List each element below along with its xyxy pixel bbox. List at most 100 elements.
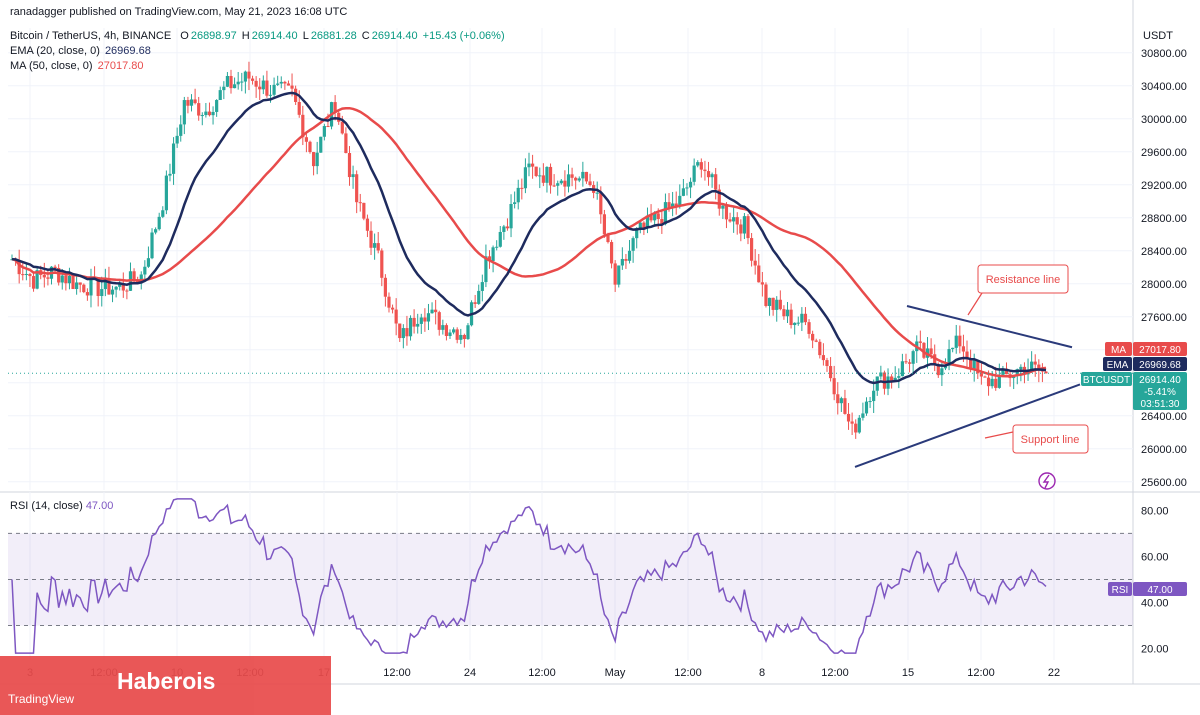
candle-body [904, 361, 908, 363]
candle-body [947, 349, 951, 366]
candle-body [843, 398, 847, 414]
candle-body [308, 141, 312, 153]
close-value: 26914.40 [371, 30, 418, 42]
candle-body [613, 263, 617, 285]
candle-body [846, 413, 851, 422]
candle-body [857, 417, 861, 433]
candle-body [110, 289, 115, 295]
price-tick-label: 25600.00 [1141, 477, 1187, 489]
candle-body [818, 341, 822, 356]
time-axis-label: May [605, 667, 626, 679]
ma50-line [11, 106, 1047, 378]
candle-body [225, 75, 230, 87]
rsi-legend-value: 47.00 [85, 500, 114, 512]
candle-body [958, 335, 962, 347]
candle-body [107, 278, 111, 295]
rsi-tick-label: 60.00 [1141, 551, 1169, 563]
candle-body [462, 334, 466, 340]
candle-body [811, 333, 815, 341]
candle-body [179, 124, 183, 136]
candle-body [538, 175, 542, 177]
time-axis-label: 8 [759, 667, 765, 679]
candle-body [907, 362, 912, 364]
candle-body [674, 203, 678, 207]
candle-body [121, 284, 125, 291]
candle-body [922, 342, 926, 358]
candle-body [394, 309, 398, 324]
candle-body [150, 232, 154, 259]
support-trendline [854, 383, 1081, 468]
lightning-icon [1038, 472, 1056, 490]
candle-body [767, 297, 772, 306]
candle-body [114, 286, 118, 290]
candle-body [1033, 361, 1037, 365]
candle-body [189, 99, 194, 106]
price-tick-label: 26400.00 [1141, 411, 1187, 423]
candle-body [434, 309, 438, 313]
candle-body [459, 334, 463, 340]
candle-body [103, 278, 107, 290]
candle-body [839, 398, 843, 404]
candle-body [606, 234, 610, 243]
watermark-banner: Haberois TradingView [0, 656, 331, 715]
candle-body [649, 215, 653, 221]
price-tick-label: 29200.00 [1141, 180, 1187, 192]
candle-body [688, 181, 693, 188]
candle-body [17, 261, 21, 275]
candle-body [57, 267, 61, 283]
candle-body [283, 81, 287, 84]
candle-body [954, 335, 958, 348]
resistance-callout-pointer [967, 292, 983, 316]
candle-body [721, 205, 725, 209]
candle-body [416, 323, 420, 327]
candle-body [100, 289, 104, 297]
candle-body [480, 282, 484, 291]
symbol-tag [1081, 372, 1132, 386]
ma-value-tag [1133, 342, 1187, 356]
ma-value-tag-text: 27017.80 [1139, 345, 1181, 356]
rsi-legend: RSI (14, close) 47.00 [10, 500, 113, 512]
open-label: O [180, 30, 189, 42]
candle-body [986, 377, 991, 387]
candle-body [505, 226, 510, 229]
price-tick-label: 30000.00 [1141, 114, 1187, 126]
candle-body [969, 359, 973, 370]
candle-body [301, 114, 305, 138]
price-tick-label: 28400.00 [1141, 246, 1187, 258]
candle-body [872, 390, 876, 402]
lightning-icon-bolt [1042, 474, 1050, 489]
last-price-text: 26914.40 [1139, 375, 1181, 386]
rsi-value-tag [1133, 582, 1187, 596]
candle-body [513, 202, 517, 205]
candle-body [236, 81, 240, 85]
candle-body [369, 230, 373, 248]
candle-body [344, 133, 348, 154]
candle-body [358, 202, 362, 204]
candle-body [175, 135, 179, 144]
candle-body [868, 401, 872, 403]
candle-body [760, 282, 764, 285]
ma-legend: MA (50, close, 0) 27017.80 [10, 60, 146, 72]
candle-body [272, 84, 276, 95]
candle-body [143, 266, 147, 275]
candle-body [351, 174, 355, 178]
tradingview-logo: TradingView [8, 692, 75, 706]
candle-body [1001, 368, 1005, 375]
candle-body [663, 202, 668, 225]
candle-body [498, 231, 502, 247]
candle-body [645, 215, 650, 228]
candle-body [983, 376, 987, 378]
rsi-name-tag [1108, 582, 1132, 596]
candle-body [437, 312, 441, 330]
open-value: 26898.97 [190, 30, 237, 42]
candle-body [965, 351, 969, 360]
candle-body [653, 213, 657, 221]
candle-body [28, 273, 32, 277]
candle-body [60, 275, 64, 283]
candle-body [78, 282, 82, 285]
candle-body [890, 376, 894, 381]
candle-body [67, 275, 72, 284]
candle-body [828, 366, 833, 379]
time-axis-label: 12:00 [383, 667, 411, 679]
